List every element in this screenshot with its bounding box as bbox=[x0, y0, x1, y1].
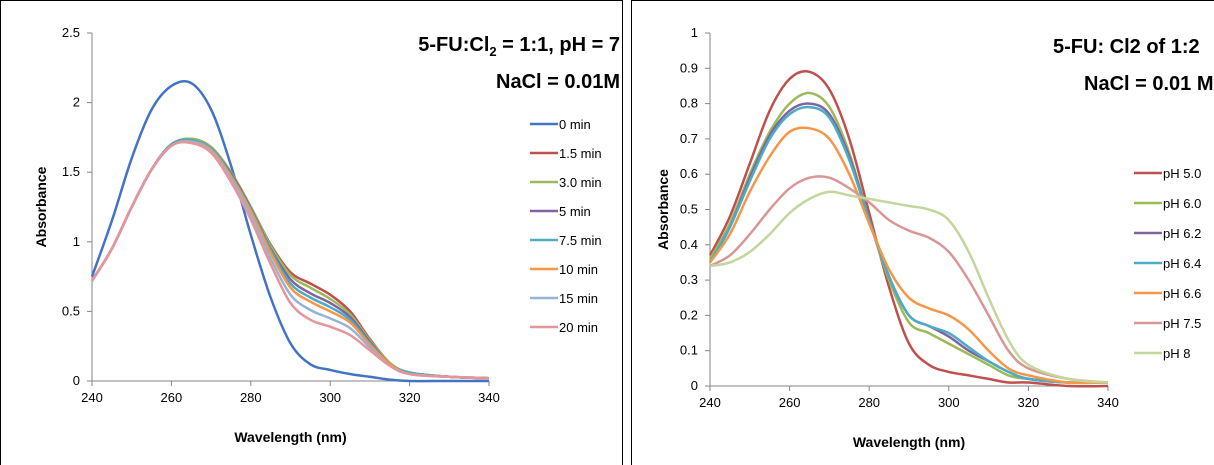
x-tick-label: 300 bbox=[319, 390, 341, 405]
x-tick-label: 280 bbox=[240, 390, 262, 405]
absorbance-chart-left: 0 0.5 1 1.5 2 2.5 240 260 280 300 320 340 Wavelength… bbox=[33, 25, 620, 445]
legend-label: pH 6.2 bbox=[1163, 226, 1201, 241]
y-tick-label: 0.5 bbox=[62, 303, 80, 318]
x-tick-label: 320 bbox=[399, 390, 421, 405]
y-tick-label: 2.5 bbox=[62, 25, 80, 40]
chart-title-line2: NaCl = 0.01 M bbox=[1084, 73, 1214, 95]
x-tick-label: 280 bbox=[858, 395, 880, 410]
legend-label: 5 min bbox=[559, 204, 591, 219]
series-line-ph-6-4 bbox=[708, 105, 1109, 385]
y-tick-label: 0 bbox=[73, 373, 80, 388]
y-tick-label: 0.5 bbox=[680, 202, 698, 217]
y-tick-label: 0 bbox=[691, 378, 698, 393]
y-tick-label: 0.9 bbox=[680, 60, 698, 75]
legend-label: pH 8 bbox=[1163, 346, 1190, 361]
x-tick-label: 260 bbox=[161, 390, 183, 405]
x-tick-label: 240 bbox=[699, 395, 721, 410]
chart-title-line1: 5-FU: Cl2 of 1:2 bbox=[1053, 36, 1200, 58]
legend-label: pH 6.0 bbox=[1163, 196, 1201, 211]
legend-label: 20 min bbox=[559, 320, 598, 335]
chart-title-line2: NaCl = 0.01M bbox=[496, 71, 620, 93]
x-tick-label: 340 bbox=[1097, 395, 1119, 410]
y-tick-label: 0.1 bbox=[680, 343, 698, 358]
x-axis-title: Wavelength (nm) bbox=[853, 434, 965, 450]
legend-label: pH 7.5 bbox=[1163, 316, 1201, 331]
y-tick-label: 0.6 bbox=[680, 166, 698, 181]
legend-label: 15 min bbox=[559, 291, 598, 306]
series-line-ph-7-5 bbox=[709, 175, 1109, 384]
legend-label: pH 6.6 bbox=[1163, 286, 1201, 301]
x-tick-label: 300 bbox=[938, 395, 960, 410]
y-axis-title: Absorbance bbox=[33, 166, 49, 247]
series-line-ph-5-0 bbox=[708, 70, 1109, 388]
y-tick-label: 0.4 bbox=[680, 237, 698, 252]
y-tick-label: 0.7 bbox=[680, 131, 698, 146]
chart-panel-right: 0 0.1 0.2 0.3 0.4 0.5 0.6 0.7 0.8 0.9 1 240 260 280 30… bbox=[631, 0, 1214, 465]
x-tick-label: 260 bbox=[779, 395, 801, 410]
legend-label: 3.0 min bbox=[559, 175, 602, 190]
x-tick-label: 240 bbox=[81, 390, 103, 405]
chart-panel-left: 0 0.5 1 1.5 2 2.5 240 260 280 300 320 340 Wavelength… bbox=[0, 0, 623, 465]
y-tick-label: 2 bbox=[73, 95, 80, 110]
legend-label: 0 min bbox=[559, 117, 591, 132]
y-axis-title: Absorbance bbox=[655, 169, 671, 250]
y-tick-label: 1 bbox=[691, 25, 698, 40]
series-line-ph-6-0 bbox=[708, 91, 1109, 385]
x-tick-label: 320 bbox=[1018, 395, 1040, 410]
y-tick-label: 1.5 bbox=[62, 164, 80, 179]
y-tick-label: 0.8 bbox=[680, 96, 698, 111]
series-line-ph-6-6 bbox=[708, 126, 1109, 385]
y-tick-label: 1 bbox=[73, 234, 80, 249]
chart-title-line1: 5-FU:Cl2 = 1:1, pH = 7 bbox=[418, 34, 620, 59]
legend-label: pH 5.0 bbox=[1163, 166, 1201, 181]
legend-label: pH 6.4 bbox=[1163, 256, 1201, 271]
legend-label: 1.5 min bbox=[559, 146, 602, 161]
series-line-0-min bbox=[90, 79, 489, 383]
absorbance-chart-right: 0 0.1 0.2 0.3 0.4 0.5 0.6 0.7 0.8 0.9 1 240 260 280 30… bbox=[655, 25, 1214, 450]
x-axis-title: Wavelength (nm) bbox=[234, 429, 346, 445]
y-tick-label: 0.3 bbox=[680, 272, 698, 287]
series-line-ph-8 bbox=[709, 190, 1109, 384]
x-tick-label: 340 bbox=[478, 390, 500, 405]
legend-label: 7.5 min bbox=[559, 233, 602, 248]
series-line-20-min bbox=[90, 140, 490, 380]
legend-label: 10 min bbox=[559, 262, 598, 277]
y-tick-label: 0.2 bbox=[680, 307, 698, 322]
